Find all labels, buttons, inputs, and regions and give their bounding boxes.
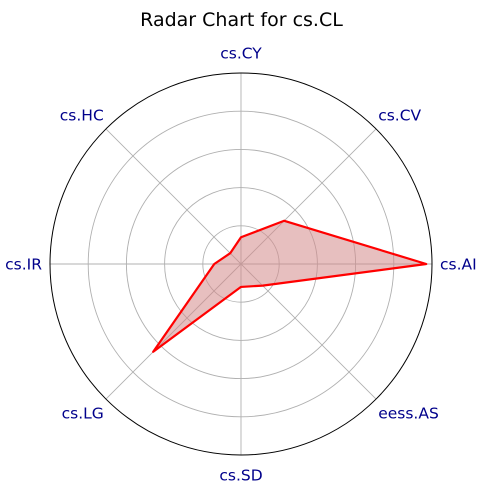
radar-axis-labels: cs.AI cs.CV cs.CY cs.HC cs.IR cs.LG cs.SD eess.… xyxy=(5,45,477,485)
polar-frame xyxy=(49,72,433,456)
chart-title: Radar Chart for cs.CL xyxy=(140,9,343,31)
axis-label-cs-CV: cs.CV xyxy=(378,106,421,124)
axis-label-cs-LG: cs.LG xyxy=(62,405,104,423)
spoke-cs-HC xyxy=(105,128,242,265)
axis-label-eess-AS: eess.AS xyxy=(378,405,439,423)
series-line xyxy=(152,219,428,353)
axis-label-cs-IR: cs.IR xyxy=(5,256,42,274)
axis-label-cs-HC: cs.HC xyxy=(60,106,104,124)
series-fill xyxy=(153,220,427,352)
axis-label-cs-SD: cs.SD xyxy=(219,467,262,485)
axis-label-cs-CY: cs.CY xyxy=(220,45,262,63)
radar-data xyxy=(152,219,428,353)
axis-label-cs-AI: cs.AI xyxy=(440,256,477,274)
